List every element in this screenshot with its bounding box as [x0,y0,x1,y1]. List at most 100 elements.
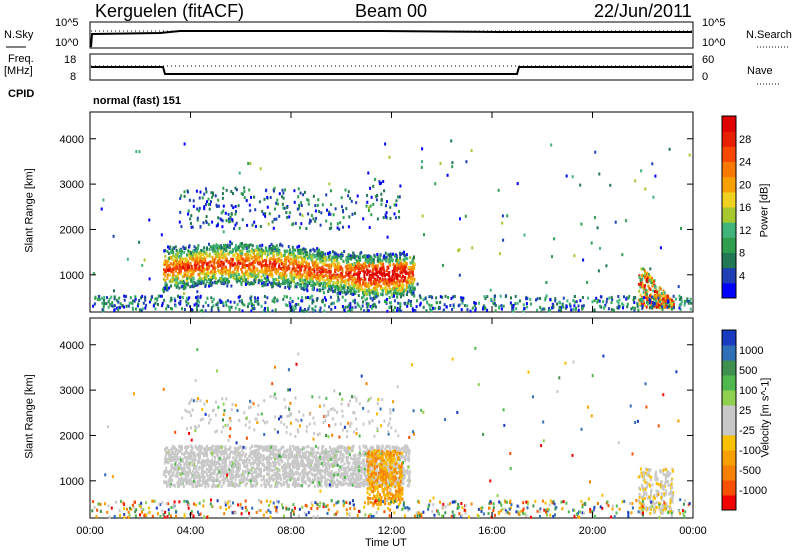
power-cell [374,289,377,293]
power-cell [268,212,271,216]
power-cell [332,250,334,254]
power-cell [374,272,377,276]
power-cell [289,296,292,300]
power-cell [226,284,229,288]
power-cell [221,261,224,265]
power-cell [599,246,601,250]
power-cell [551,255,553,259]
power-cell [202,281,205,285]
power-cell [203,205,206,209]
power-cell [381,293,384,297]
power-cell [375,194,378,198]
power-cell [461,296,464,300]
power-cell [207,264,210,268]
velocity-cell [318,462,321,466]
power-cell [106,296,108,300]
power-cell [277,250,280,254]
power-cell [237,245,240,249]
power-cell [556,302,559,306]
velocity-cell [210,445,213,449]
power-cell [674,297,677,301]
power-cell [195,266,198,269]
power-cell [174,283,176,287]
power-cell [375,295,378,299]
power-cell [190,214,193,218]
power-cell [340,265,342,269]
power-cell [356,279,359,283]
velocity-cell [214,464,217,468]
power-cell [335,255,338,259]
power-cell [396,269,399,273]
power-cell [366,284,369,287]
power-cell [363,262,366,266]
velocity-cell [357,458,359,462]
power-cell [492,301,495,305]
velocity-cell [239,463,241,467]
power-cell [362,281,365,285]
velocity-cell [325,484,328,488]
power-cell [112,234,115,238]
power-cell [272,268,275,271]
power-cell [317,198,320,202]
velocity-cell [274,447,277,451]
power-cell [311,301,314,305]
power-cell [330,226,333,230]
power-cell [445,305,448,309]
power-cell [581,304,583,308]
power-cell [183,308,186,311]
power-cell [678,303,681,307]
power-cell [171,248,174,252]
power-cell [404,302,407,306]
power-cell [374,267,377,271]
power-cell [296,245,299,249]
power-cell [221,192,224,196]
velocity-cell [275,445,278,449]
power-cell [297,187,300,191]
power-cell [376,271,378,275]
power-cell [278,248,281,252]
power-cell [640,301,643,305]
power-cell [573,300,576,304]
power-cell [223,278,226,282]
power-cell [368,264,371,268]
power-cell [300,268,302,272]
power-cell [328,253,331,257]
power-cell [393,212,396,216]
power-cell [258,269,261,273]
power-cell [599,304,601,308]
power-cell [379,284,382,288]
power-cell [318,273,321,277]
power-cell [407,301,409,305]
power-cell [315,254,317,258]
power-cell [544,298,547,302]
power-cell [249,296,252,300]
power-cell [276,198,279,202]
power-cell [345,207,348,211]
velocity-cell [333,480,336,484]
power-cell [221,274,224,278]
power-cell [407,299,410,303]
power-cell [212,274,215,278]
power-cell [558,305,561,309]
power-cell [231,258,234,262]
power-cell [204,283,207,287]
power-cell [303,288,306,292]
power-cell [344,305,347,309]
power-cell [321,265,324,269]
power-cell [154,307,157,311]
velocity-cell [397,479,400,483]
power-cell [659,246,662,250]
power-cell [261,256,263,260]
power-cell [371,273,374,277]
power-cell [204,259,207,263]
power-cell [177,262,179,266]
power-cell [196,290,199,294]
power-cell [208,284,211,288]
power-cell [640,295,643,299]
power-cell [326,208,328,212]
power-cell [330,276,333,280]
power-cell [562,305,565,309]
velocity-cell [342,483,345,486]
power-cell [399,253,402,256]
